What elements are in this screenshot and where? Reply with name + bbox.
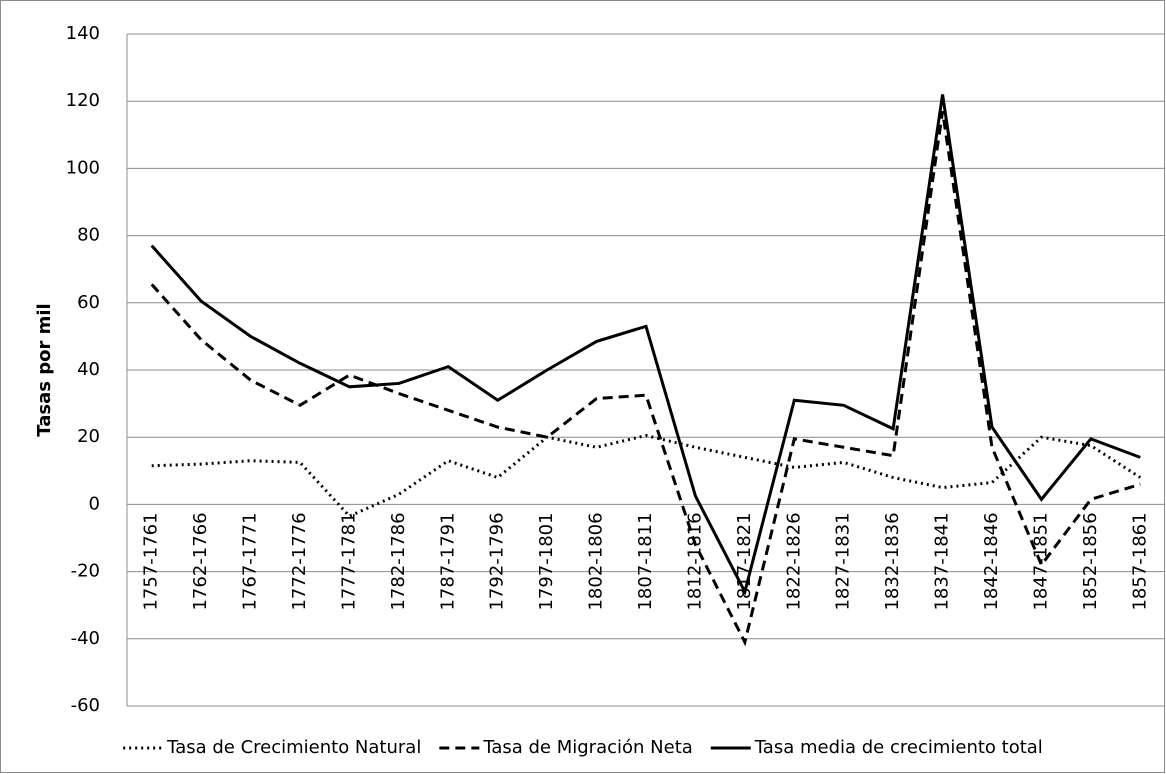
- x-tick-label: 1822-1826: [783, 512, 804, 610]
- x-tick-label: 1837-1841: [932, 512, 953, 610]
- y-tick-label: -60: [71, 695, 100, 716]
- y-tick-label: 120: [66, 90, 100, 111]
- x-tick-label: 1762-1766: [190, 512, 211, 610]
- x-tick-label: 1797-1801: [536, 512, 557, 610]
- y-tick-label: 0: [89, 493, 100, 514]
- y-axis-title: Tasas por mil: [34, 303, 55, 436]
- x-tick-label: 1767-1771: [240, 512, 261, 610]
- x-tick-label: 1852-1856: [1080, 512, 1101, 610]
- legend-label: Tasa de Migración Neta: [482, 737, 692, 758]
- series-line: [150, 94, 1141, 596]
- x-tick-label: 1827-1831: [833, 512, 854, 610]
- x-tick-label: 1842-1846: [981, 512, 1002, 610]
- x-tick-label: 1787-1791: [437, 512, 458, 610]
- x-tick-label: 1772-1776: [289, 512, 310, 610]
- legend-label: Tasa media de crecimiento total: [754, 737, 1043, 758]
- x-tick-label: 1832-1836: [882, 512, 903, 610]
- y-tick-label: 100: [66, 157, 100, 178]
- y-tick-label: 40: [77, 359, 100, 380]
- x-tick-label: 1802-1806: [586, 512, 607, 610]
- y-tick-label: 140: [66, 23, 100, 44]
- y-tick-label: -20: [71, 561, 100, 582]
- x-tick-label: 1807-1811: [635, 512, 656, 610]
- x-tick-label: 1777-1781: [338, 512, 359, 610]
- x-tick-label: 1857-1861: [1129, 512, 1150, 610]
- x-tick-label: 1757-1761: [141, 512, 162, 610]
- y-tick-label: 80: [77, 225, 100, 246]
- series-line: [150, 111, 1141, 647]
- x-tick-label: 1817-1821: [734, 512, 755, 610]
- x-tick-label: 1812-1816: [684, 512, 705, 610]
- x-tick-label: 1782-1786: [388, 512, 409, 610]
- y-tick-label: 60: [77, 292, 100, 313]
- x-tick-label: 1792-1796: [487, 512, 508, 610]
- legend-label: Tasa de Crecimiento Natural: [166, 737, 421, 758]
- y-tick-label: -40: [71, 628, 100, 649]
- series-line: [151, 433, 1142, 518]
- y-tick-label: 20: [77, 426, 100, 447]
